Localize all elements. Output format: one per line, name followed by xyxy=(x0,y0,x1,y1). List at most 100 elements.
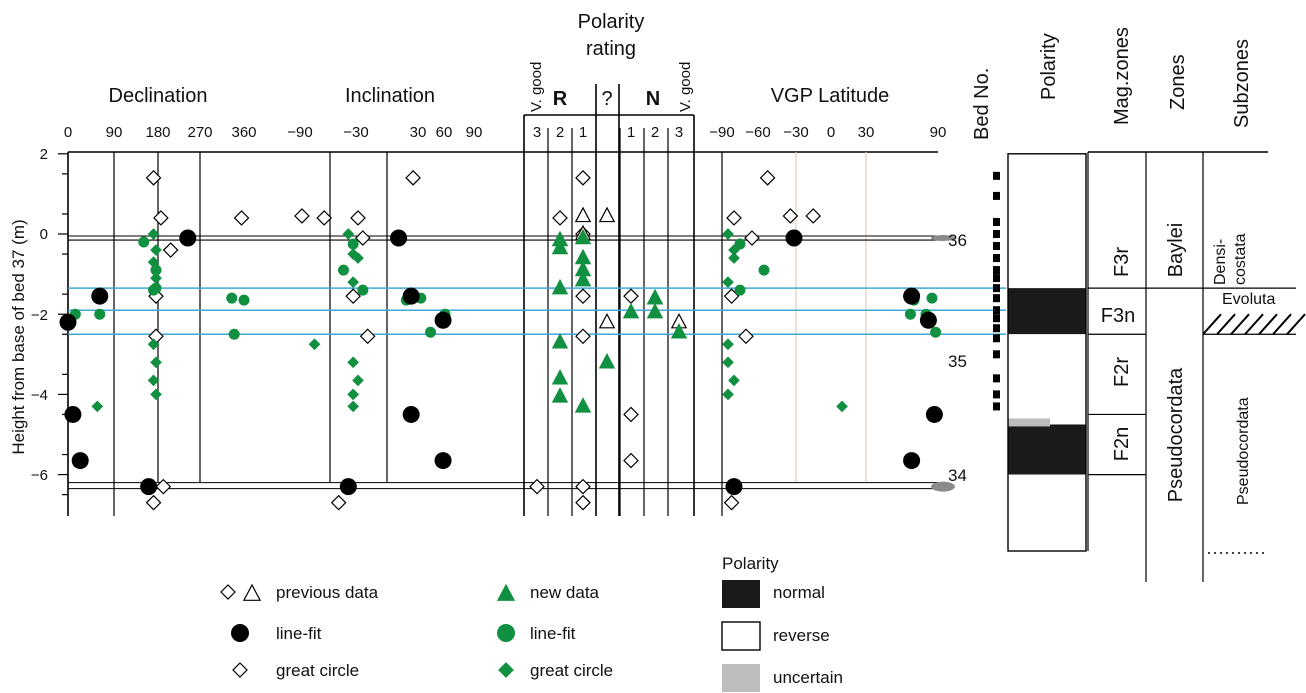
evoluta-hatch-5 xyxy=(1273,314,1291,334)
magzone-f3n: F3n xyxy=(1101,305,1135,327)
incl-old-linefit-2 xyxy=(403,288,420,305)
legend-sym-prev-linefit xyxy=(231,624,249,642)
rating-q-label: ? xyxy=(601,88,612,110)
decl-new-linefit-4 xyxy=(151,265,162,276)
incl-new-gc-0 xyxy=(310,339,320,349)
incl-new-gc-7 xyxy=(348,389,358,399)
vgp-old-linefit-4 xyxy=(926,406,943,423)
rating-col-r3: 3 xyxy=(533,124,541,141)
evoluta-hatch-3 xyxy=(1245,314,1263,334)
vgp-new-linefit-4 xyxy=(927,293,938,304)
subzones-title: Subzones xyxy=(1231,39,1253,128)
sample-mark-13 xyxy=(993,334,1000,342)
vgp-new-gc-2 xyxy=(729,253,739,263)
incl-tick-30: 30 xyxy=(410,124,427,141)
incl-new-linefit-2 xyxy=(357,285,368,296)
vgp-old-gc-8 xyxy=(806,209,820,223)
vgp-tick-m90: −90 xyxy=(709,124,734,141)
vgp-new-gc-5 xyxy=(729,375,739,385)
legend-reverse: reverse xyxy=(773,626,830,645)
evoluta-hatch-2 xyxy=(1231,314,1249,334)
rating-old-gc-5 xyxy=(576,329,590,343)
decl-old-gc-0 xyxy=(147,496,161,510)
rating-old-gc-0 xyxy=(530,480,544,494)
decl-tick-360: 360 xyxy=(231,124,256,141)
sample-mark-0 xyxy=(993,172,1000,180)
rating-new-tri-15 xyxy=(648,290,662,304)
legend-sym-new-triangle xyxy=(498,585,514,600)
vgp-old-gc-0 xyxy=(725,496,739,510)
magzone-f2r: F2r xyxy=(1111,357,1133,387)
vgp-tick-0: 0 xyxy=(827,124,835,141)
rating-old-gc-1 xyxy=(553,211,567,225)
decl-new-gc-6 xyxy=(151,357,161,367)
vgp-old-linefit-3 xyxy=(920,312,937,329)
polarity-segment-5 xyxy=(1008,475,1086,551)
sample-mark-9 xyxy=(993,294,1000,302)
rating-col-n2: 2 xyxy=(651,124,659,141)
vgp-old-gc-2 xyxy=(727,211,741,225)
incl-old-gc-1 xyxy=(332,496,346,510)
rating-new-tri-5 xyxy=(553,388,567,402)
evoluta-hatch-6 xyxy=(1287,314,1305,334)
bed-34: 34 xyxy=(948,466,967,485)
decl-tick-0: 0 xyxy=(64,124,72,141)
decl-new-linefit-8 xyxy=(229,329,240,340)
zone-baylei: Baylei xyxy=(1165,223,1187,277)
polarity-segment-2 xyxy=(1008,334,1086,418)
incl-tick-m90: −90 xyxy=(287,124,312,141)
legend-swatch-reverse xyxy=(722,622,760,650)
legend-new-data: new data xyxy=(530,583,600,602)
polarity-uncertain-patch xyxy=(1008,418,1050,426)
rating-new-tri-12 xyxy=(624,304,638,318)
sample-mark-16 xyxy=(993,390,1000,398)
incl-tick-m30: −30 xyxy=(343,124,368,141)
rating-old-tri-3 xyxy=(600,314,614,328)
vgp-title: VGP Latitude xyxy=(771,85,890,107)
legend-prev-gc: great circle xyxy=(276,661,359,680)
subzone-densicostata-1: Densi- xyxy=(1212,239,1229,285)
evoluta-hatch-4 xyxy=(1259,314,1277,334)
incl-old-linefit-3 xyxy=(403,406,420,423)
legend-swatch-normal xyxy=(722,580,760,608)
zones-title: Zones xyxy=(1167,54,1189,110)
legend-swatch-uncertain xyxy=(722,664,760,692)
vgp-new-gc-7 xyxy=(723,339,733,349)
vgp-new-linefit-6 xyxy=(930,327,941,338)
vgp-old-linefit-1 xyxy=(786,230,803,247)
incl-old-linefit-5 xyxy=(435,452,452,469)
incl-new-gc-6 xyxy=(353,375,363,385)
rating-old-gc-2 xyxy=(576,171,590,185)
rating-new-tri-4 xyxy=(553,370,567,384)
decl-new-gc-1 xyxy=(149,229,159,239)
decl-tick-180: 180 xyxy=(145,124,170,141)
subzone-pseudocordata: Pseudocordata xyxy=(1235,397,1252,505)
vgp-new-gc-4 xyxy=(723,357,733,367)
decl-old-gc-2 xyxy=(164,243,178,257)
legend-sym-new-gc xyxy=(499,663,513,677)
decl-old-gc-6 xyxy=(154,211,168,225)
legend-polarity-title: Polarity xyxy=(722,554,779,573)
incl-new-linefit-5 xyxy=(425,327,436,338)
decl-new-gc-7 xyxy=(149,375,159,385)
rating-old-tri-2 xyxy=(600,208,614,222)
legend-sym-new-linefit xyxy=(497,624,515,642)
vgp-new-linefit-0 xyxy=(735,239,746,250)
sample-mark-12 xyxy=(993,324,1000,332)
legend-new-gc: great circle xyxy=(530,661,613,680)
polarity-segment-1 xyxy=(1008,288,1086,334)
declination-title: Declination xyxy=(109,85,208,107)
rating-old-tri-0 xyxy=(576,208,590,222)
vgp-old-gc-4 xyxy=(739,329,753,343)
decl-tick-270: 270 xyxy=(187,124,212,141)
decl-old-linefit-4 xyxy=(140,478,157,495)
vgp-new-gc-6 xyxy=(723,389,733,399)
incl-tick-60: 60 xyxy=(436,124,453,141)
sample-mark-1 xyxy=(993,192,1000,200)
y-axis-label: Height from base of bed 37 (m) xyxy=(9,219,28,454)
rating-old-gc-9 xyxy=(624,407,638,421)
vgp-old-linefit-5 xyxy=(903,452,920,469)
bed-no-title: Bed No. xyxy=(971,68,993,140)
legend-new-linefit: line-fit xyxy=(530,624,576,643)
